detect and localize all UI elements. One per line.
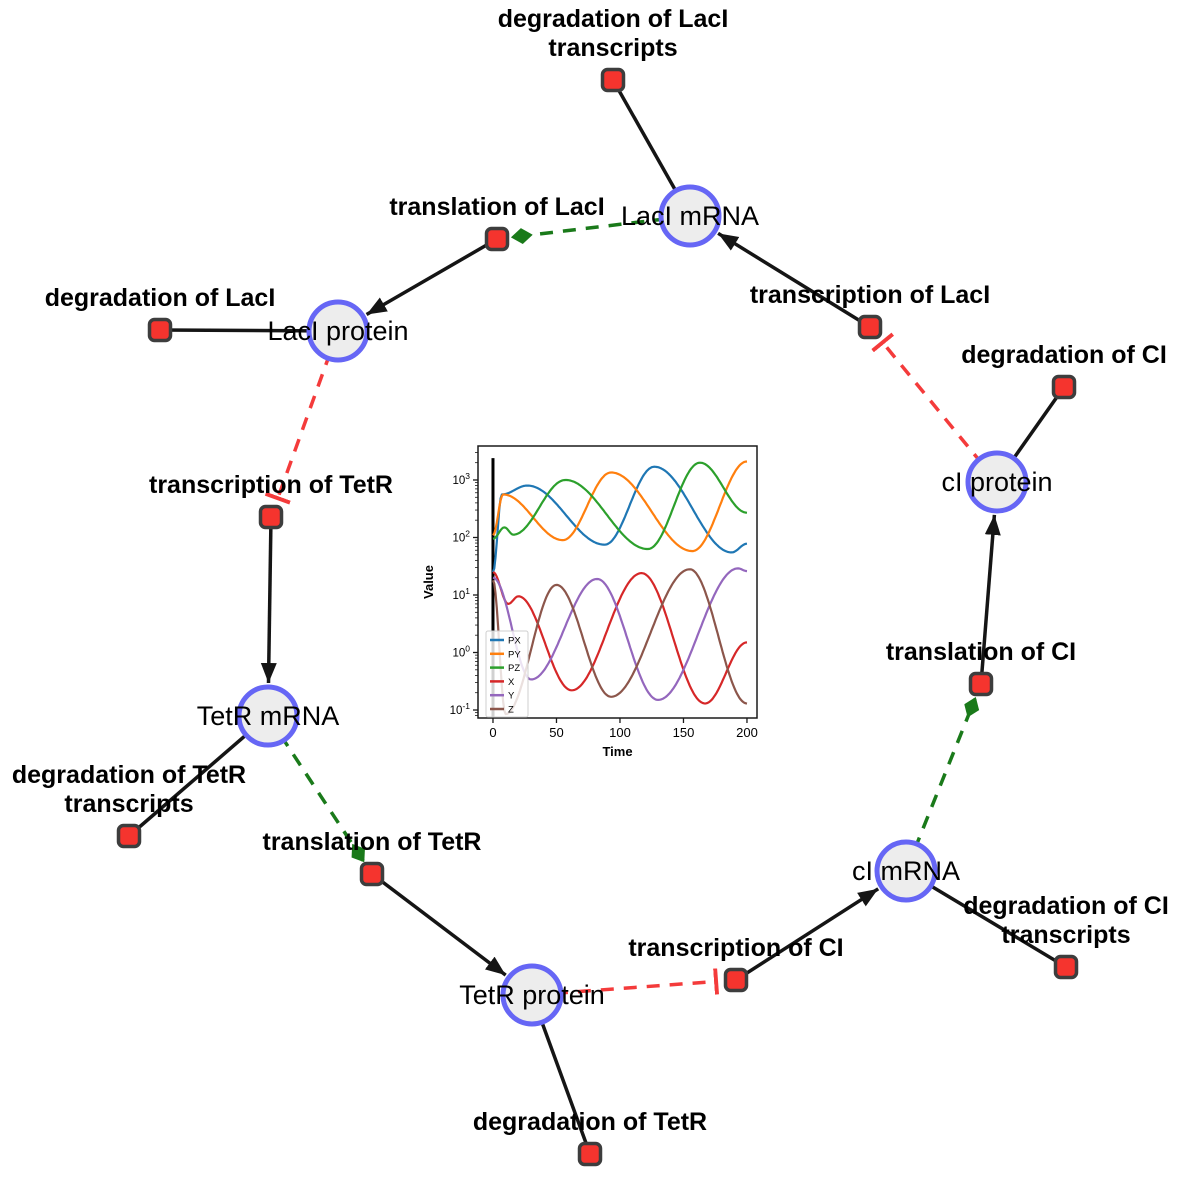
reaction-label-deg_ci_transcripts-line0: degradation of CI [963, 892, 1169, 920]
y-tick-exponent: 3 [465, 471, 470, 481]
species-label-ci_protein: cI protein [941, 467, 1052, 497]
reaction-label-translation_laci-line0: translation of LacI [389, 193, 604, 221]
series-Z-line [491, 568, 748, 716]
y-tick-label-3: 103 [452, 471, 470, 487]
species-node-laci_mrna [658, 184, 722, 248]
legend-label-PZ: PZ [508, 663, 520, 674]
y-axis-title: Value [421, 565, 436, 599]
y-tick-base: 10 [452, 648, 465, 660]
reaction-node-deg_tetr_transcripts [116, 823, 142, 849]
reaction-node-deg_laci_transcripts [600, 67, 626, 93]
reaction-label-deg_laci_transcripts-line1: transcripts [548, 34, 677, 62]
legend-box [485, 630, 529, 718]
edge-production-translation_laci-to-laci_protein [365, 237, 498, 316]
y-tick-label-1: 101 [452, 586, 470, 602]
y-tick-base: 10 [452, 475, 465, 487]
species-node-laci_protein [306, 299, 370, 363]
x-tick-label-50: 50 [549, 725, 563, 740]
reaction-label-deg_laci_transcripts-line0: degradation of LacI [498, 5, 729, 33]
y-tick-exponent: 0 [465, 644, 470, 654]
reaction-node-deg_tetr [577, 1141, 603, 1167]
reaction-label-translation_ci-line0: translation of CI [886, 638, 1076, 666]
species-label-tetr_mrna: TetR mRNA [197, 701, 340, 731]
species-label-laci_protein: LacI protein [267, 316, 408, 346]
x-axis-ticks: 0 50 100 150 200 [489, 718, 758, 740]
chart-legend: PX PY PZ XYZ [485, 630, 529, 718]
reaction-node-transcription_tetr [258, 504, 284, 530]
y-tick-label-0: 100 [452, 644, 470, 660]
legend-label-X: X [508, 677, 515, 688]
chart-data-layer [491, 458, 748, 717]
species-label-laci_mrna: LacI mRNA [621, 201, 759, 231]
legend-label-Y: Y [508, 691, 515, 702]
species-node-tetr_mrna [236, 684, 300, 748]
reaction-label-deg_ci-line0: degradation of CI [961, 341, 1167, 369]
y-minor-ticks [475, 452, 478, 716]
species-node-ci_protein [965, 450, 1029, 514]
reaction-label-transcription_ci-line0: transcription of CI [628, 934, 843, 962]
reaction-label-deg_laci-line0: degradation of LacI [45, 284, 276, 312]
reaction-node-transcription_ci [723, 967, 749, 993]
y-tick-base: 10 [450, 705, 463, 717]
reaction-label-translation_tetr-line0: translation of TetR [263, 828, 482, 856]
x-tick-label-200: 200 [736, 725, 758, 740]
reaction-node-deg_laci [147, 317, 173, 343]
series-PY-line [492, 460, 748, 553]
legend-label-PX: PX [508, 636, 521, 647]
species-label-ci_mrna: cI mRNA [852, 856, 960, 886]
y-tick-exponent: -1 [462, 701, 470, 711]
x-tick-label-0: 0 [489, 725, 496, 740]
y-tick-label--1: 10-1 [450, 701, 471, 717]
series-PZ-line [492, 461, 748, 551]
species-node-ci_mrna [874, 839, 938, 903]
legend-label-PY: PY [508, 649, 521, 660]
reaction-node-translation_tetr [359, 861, 385, 887]
edge-production-transcription_tetr-to-tetr_mrna [260, 516, 277, 684]
reaction-label-transcription_laci-line0: transcription of LacI [750, 281, 990, 309]
plot-frame [477, 445, 758, 719]
species-node-tetr_protein [500, 963, 564, 1027]
edge-production-transcription_laci-to-laci_mrna [717, 231, 871, 329]
reaction-label-transcription_tetr-line0: transcription of TetR [149, 471, 393, 499]
reaction-node-deg_ci [1051, 374, 1077, 400]
reaction-label-deg_tetr_transcripts-line1: transcripts [64, 790, 193, 818]
y-tick-base: 10 [452, 590, 465, 602]
series-Y-line [492, 567, 748, 701]
x-tick-label-150: 150 [673, 725, 695, 740]
species-label-tetr_protein: TetR protein [459, 980, 605, 1010]
inset-chart: 0 50 100 150 20010-1100101102103TimeValuePXP… [421, 445, 758, 759]
x-tick-label-100: 100 [609, 725, 631, 740]
reaction-node-translation_laci [484, 226, 510, 252]
series-PX-line [491, 465, 748, 573]
edge-production-translation_ci-to-ci_protein [979, 514, 1001, 685]
x-axis-title: Time [602, 744, 632, 759]
reaction-node-translation_ci [968, 671, 994, 697]
edge-production-translation_tetr-to-tetr_protein [370, 872, 507, 977]
series-X-line [492, 571, 748, 705]
nodes-layer [116, 67, 1079, 1167]
edge-production-transcription_ci-to-ci_mrna [735, 887, 880, 982]
reaction-label-deg_ci_transcripts-line1: transcripts [1001, 921, 1130, 949]
reaction-node-transcription_laci [857, 314, 883, 340]
y-tick-label-2: 102 [452, 528, 470, 544]
y-tick-exponent: 2 [465, 528, 470, 538]
y-tick-exponent: 1 [465, 586, 470, 596]
y-tick-base: 10 [452, 532, 465, 544]
reaction-label-deg_tetr-line0: degradation of TetR [473, 1108, 707, 1136]
reaction-node-deg_ci_transcripts [1053, 954, 1079, 980]
labels-layer: LacI mRNA LacI protein TetR mRNA TetR prote… [12, 5, 1169, 1136]
legend-label-Z: Z [508, 705, 514, 716]
reaction-label-deg_tetr_transcripts-line0: degradation of TetR [12, 761, 246, 789]
